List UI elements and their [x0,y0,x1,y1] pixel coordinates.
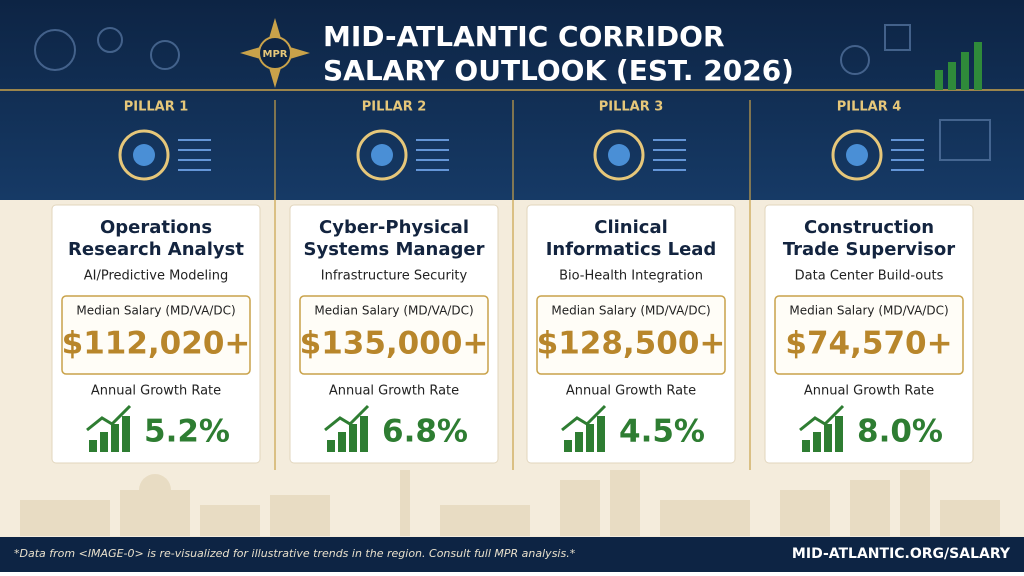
card-title: Research Analyst [68,239,244,260]
growth-icon-arrow [324,404,370,432]
pillar-label: PILLAR 4 [837,100,902,115]
growth-icon-arrow [799,404,845,432]
growth-icon-arrow [561,404,607,432]
pillar-icon-core [133,144,155,166]
footer-band [0,537,1024,572]
salary-value: $135,000+ [300,326,489,362]
pillar-icon [356,129,408,181]
salary-value: $112,020+ [62,326,251,362]
growth-icon-arrow [86,404,132,432]
salary-label: Median Salary (MD/VA/DC) [789,304,948,318]
growth-label: Annual Growth Rate [329,384,459,399]
growth-label: Annual Growth Rate [566,384,696,399]
growth-icon-bar [824,424,832,452]
decor-chart [935,42,982,90]
footer-note: *Data from <IMAGE-0> is re-visualized fo… [14,547,576,560]
growth-value: 8.0% [857,414,943,450]
header-band [0,0,1024,200]
salary-box [774,295,964,375]
growth-icon-bar [813,432,821,452]
card-subtitle: Infrastructure Security [321,269,468,284]
pillar-icon [831,129,883,181]
pillar-icon [118,129,170,181]
growth-icon-bar [360,416,368,452]
pillar-label: PILLAR 2 [362,100,427,115]
footer-url: MID-ATLANTIC.ORG/SALARY [792,546,1011,562]
growth-label: Annual Growth Rate [91,384,221,399]
pillar-icon-core [846,144,868,166]
growth-label: Annual Growth Rate [804,384,934,399]
growth-icon-bar [111,424,119,452]
card-title: Construction [804,217,934,238]
growth-icon-bar [338,432,346,452]
pillar-icon-core [371,144,393,166]
salary-label: Median Salary (MD/VA/DC) [314,304,473,318]
salary-value: $74,570+ [785,326,952,362]
growth-icon-bar [586,424,594,452]
decor-icons [34,24,991,161]
card-title: Operations [100,217,212,238]
growth-icon-bar [802,440,810,452]
growth-value: 4.5% [619,414,705,450]
card-title: Informatics Lead [546,239,717,260]
card-title: Clinical [594,217,668,238]
growth-icon-bar [349,424,357,452]
card-title: Trade Supervisor [783,239,955,260]
salary-label: Median Salary (MD/VA/DC) [76,304,235,318]
title-line: SALARY OUTLOOK (EST. 2026) [323,54,794,87]
growth-icon-bar [564,440,572,452]
badge: MPR [263,49,288,60]
salary-box [61,295,251,375]
card-subtitle: AI/Predictive Modeling [84,269,228,284]
growth-icon-bar [122,416,130,452]
salary-value: $128,500+ [537,326,726,362]
skyline [20,470,1000,536]
salary-box [299,295,489,375]
card-title: Cyber-Physical [319,217,469,238]
salary-label: Median Salary (MD/VA/DC) [551,304,710,318]
salary-box [536,295,726,375]
growth-icon-bar [597,416,605,452]
emblem: MPR [240,18,310,88]
growth-icon-bar [575,432,583,452]
pillar-icon-core [608,144,630,166]
growth-icon-bar [89,440,97,452]
growth-icon-bar [327,440,335,452]
growth-icon-bar [100,432,108,452]
growth-icon-bar [835,416,843,452]
pillar-label: PILLAR 1 [124,100,189,115]
card-title: Systems Manager [304,239,485,260]
title-line: MID-ATLANTIC CORRIDOR [323,20,725,53]
pillar-icon [593,129,645,181]
card-subtitle: Data Center Build-outs [795,269,944,284]
card-subtitle: Bio-Health Integration [559,269,703,284]
pillar-label: PILLAR 3 [599,100,664,115]
growth-value: 5.2% [144,414,230,450]
growth-value: 6.8% [382,414,468,450]
